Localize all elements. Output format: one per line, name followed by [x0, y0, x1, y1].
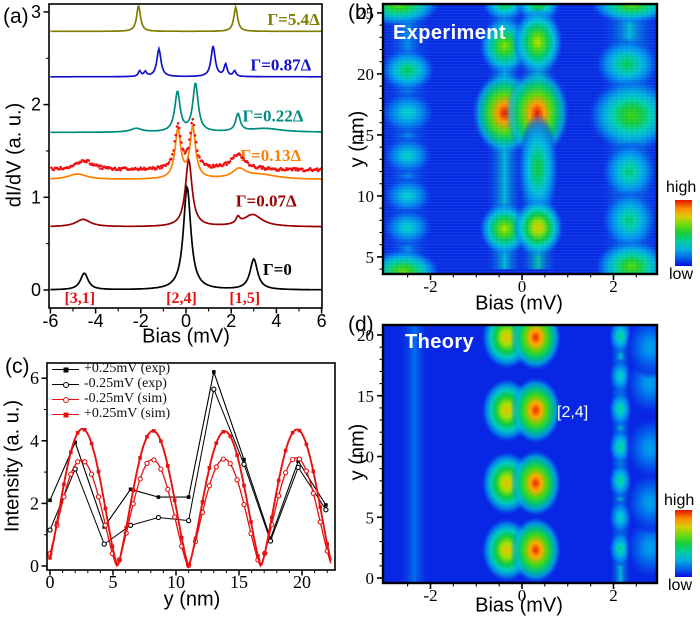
panel-a-xaxis-title: Bias (mV): [142, 325, 230, 348]
svg-text:-2: -2: [423, 277, 437, 296]
svg-text:-2: -2: [133, 311, 149, 331]
panel-b-experiment-heatmap: 5 10 15 20 25 -2 0 2: [357, 2, 692, 296]
svg-text:20: 20: [357, 65, 374, 84]
colorbar-d-high-label: high: [664, 492, 695, 509]
legend-item-plus025-sim: +0.25mV (sim): [52, 406, 171, 421]
panel-b-xaxis-title: Bias (mV): [475, 292, 563, 315]
square-filled-marker-icon: [63, 367, 68, 372]
svg-text:2: 2: [30, 493, 39, 513]
svg-text:2: 2: [609, 277, 618, 296]
svg-text:4: 4: [271, 311, 281, 331]
svg-text:0: 0: [46, 572, 55, 592]
panel-a-yaxis-title: dI/dV (a. u.): [3, 102, 26, 208]
svg-text:20: 20: [357, 326, 374, 345]
legend-line-red-icon: [52, 412, 79, 417]
legend-item-plus025-exp: +0.25mV (exp): [52, 361, 171, 376]
svg-text:-2: -2: [423, 586, 437, 605]
svg-text:0: 0: [366, 569, 375, 588]
colorbar-d-low-label: low: [668, 577, 693, 594]
colorbar-b-low-label: low: [669, 266, 694, 283]
panel-d-yaxis-title: y (nm): [346, 423, 369, 481]
panel-d-theory-heatmap: 0 5 10 15 20 -2 0 2: [357, 323, 692, 605]
svg-text:Γ=0: Γ=0: [263, 260, 292, 279]
theory-overlay-label: Theory: [405, 331, 475, 353]
panel-a-tag: (a): [3, 5, 29, 28]
legend-line-black-icon: [52, 367, 79, 372]
svg-text:5: 5: [109, 572, 118, 592]
svg-text:20: 20: [293, 572, 311, 592]
circle-open-marker-icon: [62, 396, 69, 403]
svg-text:[1,5]: [1,5]: [229, 290, 260, 307]
panel-d-xaxis-title: Bias (mV): [475, 594, 563, 617]
colorbar-b-high-label: high: [666, 179, 697, 196]
legend-label: -0.25mV (sim): [84, 391, 167, 406]
svg-text:10: 10: [167, 572, 185, 592]
panel-d-tag: (d): [348, 313, 374, 336]
svg-text:0: 0: [181, 311, 191, 331]
svg-text:-4: -4: [88, 311, 104, 331]
svg-text:Γ=5.4Δ: Γ=5.4Δ: [267, 10, 320, 29]
panel-b-yaxis-title: y (nm): [346, 110, 369, 168]
panel-b-tag: (b): [348, 1, 374, 24]
svg-text:5: 5: [366, 508, 375, 527]
svg-text:0: 0: [518, 586, 527, 605]
svg-text:Γ=0.87Δ: Γ=0.87Δ: [250, 55, 311, 74]
legend-line-black-icon: [52, 381, 79, 388]
svg-text:25: 25: [357, 4, 374, 23]
legend-item-minus025-exp: -0.25mV (exp): [52, 376, 170, 391]
legend-label: +0.25mV (sim): [84, 406, 171, 421]
panel-a-spectra-chart: Γ=0 Γ=0.07Δ Γ=0.13Δ Γ=0.22Δ Γ=0.87Δ Γ=5.4Δ -6 -…: [31, 2, 327, 331]
legend-label: -0.25mV (exp): [84, 376, 167, 391]
svg-text:3: 3: [31, 2, 41, 22]
svg-text:1: 1: [31, 187, 41, 207]
svg-text:5: 5: [366, 248, 375, 267]
experiment-overlay-label: Experiment: [393, 22, 506, 44]
mode-annotation-2-4: [2,4]: [557, 404, 589, 421]
svg-text:-6: -6: [42, 311, 58, 331]
panel-c-yaxis-title: Intensity (a. u.): [1, 399, 24, 533]
svg-text:0: 0: [30, 556, 39, 576]
svg-text:0: 0: [31, 280, 41, 300]
svg-text:[3,1]: [3,1]: [64, 290, 95, 307]
svg-text:15: 15: [357, 387, 374, 406]
svg-text:Γ=0.13Δ: Γ=0.13Δ: [240, 146, 301, 165]
panel-c-xaxis-title: y (nm): [163, 588, 221, 611]
svg-text:4: 4: [30, 431, 39, 451]
svg-text:Γ=0.22Δ: Γ=0.22Δ: [243, 106, 304, 125]
svg-text:6: 6: [317, 311, 327, 331]
legend-line-red-icon: [52, 396, 79, 403]
svg-text:Γ=0.07Δ: Γ=0.07Δ: [236, 192, 297, 211]
legend-label: +0.25mV (exp): [84, 361, 171, 376]
panel-c-intensity-chart: 0 5 10 15 20 0 2 4 6: [30, 362, 336, 592]
legend-item-minus025-sim: -0.25mV (sim): [52, 391, 170, 406]
panel-c-tag: (c): [5, 355, 30, 378]
panel-c-legend: +0.25mV (exp) -0.25mV (exp) -0.25mV (sim…: [52, 361, 171, 421]
svg-text:6: 6: [30, 368, 39, 388]
svg-text:15: 15: [230, 572, 248, 592]
svg-text:15: 15: [357, 126, 374, 145]
svg-text:2: 2: [226, 311, 236, 331]
svg-text:[2,4]: [2,4]: [166, 290, 197, 307]
svg-text:10: 10: [357, 187, 374, 206]
svg-text:2: 2: [609, 586, 618, 605]
square-filled-marker-icon: [63, 412, 68, 417]
svg-text:2: 2: [31, 95, 41, 115]
svg-text:0: 0: [518, 277, 527, 296]
svg-text:10: 10: [357, 448, 374, 467]
circle-open-marker-icon: [62, 381, 69, 388]
